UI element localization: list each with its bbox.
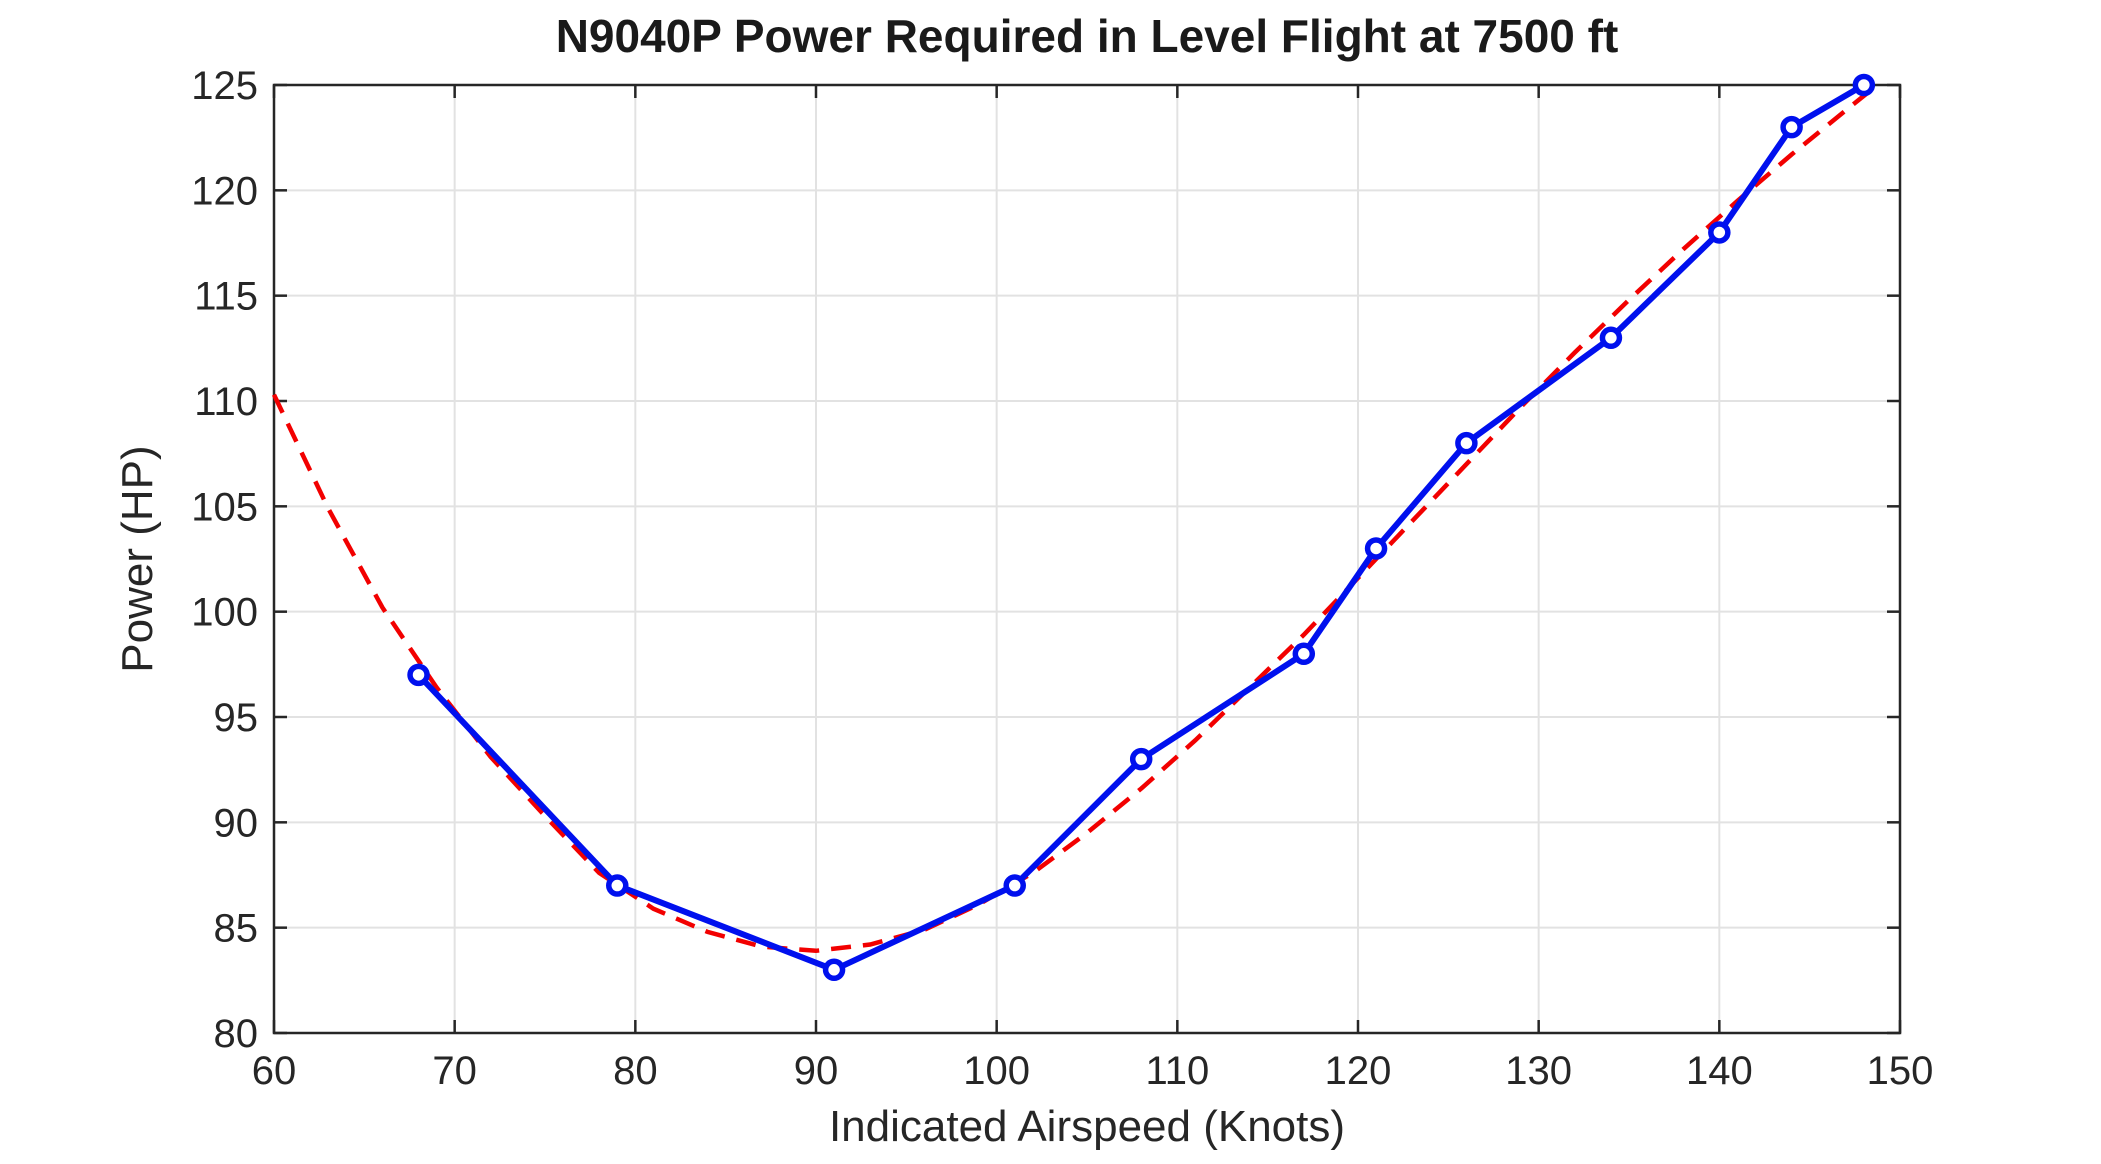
measured-power-marker-144kt — [1780, 115, 1803, 139]
x-tick-label-130: 130 — [1505, 1049, 1572, 1093]
series-layer — [271, 73, 1877, 982]
x-axis-label: Indicated Airspeed (Knots) — [829, 1102, 1345, 1151]
x-tick-label-70: 70 — [432, 1049, 477, 1093]
y-tick-label-125: 125 — [191, 64, 258, 108]
x-tick-label-120: 120 — [1325, 1049, 1392, 1093]
measured-power-marker-140kt — [1708, 221, 1731, 244]
x-tick-label-90: 90 — [794, 1049, 839, 1093]
y-tick-label-85: 85 — [214, 907, 259, 951]
measured-power-marker-148kt — [1852, 73, 1876, 97]
y-tick-label-80: 80 — [214, 1012, 259, 1056]
x-tick-label-150: 150 — [1867, 1049, 1934, 1093]
measured-power-marker-134kt — [1599, 326, 1623, 350]
y-tick-label-120: 120 — [191, 169, 258, 213]
y-tick-label-105: 105 — [191, 485, 258, 529]
tick-label-layer: 60 70 80 90 100 110 120 130 140 150 80 85 90 95 100 105… — [191, 64, 1933, 1093]
measured-power-marker-121kt — [1364, 537, 1388, 560]
grid-layer — [274, 85, 1900, 1033]
measured-power-marker-117kt — [1292, 642, 1316, 666]
y-tick-label-110: 110 — [194, 380, 258, 424]
measured-power-marker-101kt — [1003, 874, 1026, 897]
x-tick-label-140: 140 — [1686, 1049, 1753, 1093]
measured-power-marker-108kt — [1129, 747, 1153, 771]
chart-title: N9040P Power Required in Level Flight at… — [556, 10, 1619, 62]
axes-box — [272, 83, 1902, 1035]
measured-power-marker-91kt — [822, 958, 846, 982]
measured-power-line — [415, 82, 1867, 973]
x-tick-label-110: 110 — [1145, 1049, 1209, 1093]
y-tick-label-95: 95 — [214, 696, 259, 740]
measured-power-marker-68kt — [407, 663, 430, 687]
measured-power-marker-79kt — [606, 874, 629, 897]
measured-power-marker-126kt — [1455, 431, 1478, 455]
y-tick-label-115: 115 — [194, 275, 258, 319]
y-axis-label: Power (HP) — [113, 445, 162, 672]
x-tick-label-60: 60 — [252, 1049, 297, 1093]
polynomial-fit-curve — [271, 85, 1877, 954]
y-tick-label-100: 100 — [191, 591, 258, 635]
axes-layer — [272, 83, 1902, 1035]
x-tick-label-100: 100 — [963, 1049, 1030, 1093]
x-tick-label-80: 80 — [613, 1049, 658, 1093]
y-tick-label-90: 90 — [214, 801, 259, 845]
